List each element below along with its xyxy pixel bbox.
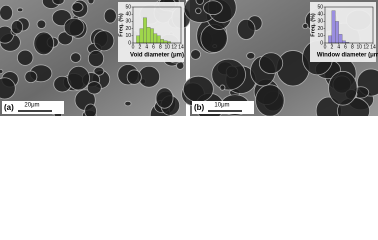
pore: [63, 17, 85, 37]
bar: [156, 35, 161, 44]
pore: [52, 0, 65, 5]
bar: [331, 10, 336, 44]
pore: [36, 19, 47, 29]
pore: [86, 81, 102, 95]
y-tick-label: 30: [125, 19, 131, 25]
y-tick-label: 10: [317, 33, 323, 39]
pore: [236, 18, 256, 40]
pore: [302, 23, 309, 30]
bar: [341, 40, 346, 44]
inset: [310, 2, 376, 62]
bar: [139, 28, 144, 44]
x-tick-label: 2: [138, 44, 141, 50]
x-tick-label: 12: [171, 44, 177, 50]
pore: [211, 58, 246, 91]
pore: [126, 69, 142, 85]
y-tick-label: 40: [317, 12, 323, 18]
panel-label: (b): [194, 103, 205, 112]
pore: [190, 49, 201, 60]
y-tick-label: 20: [317, 26, 323, 32]
x-tick-label: 14: [178, 44, 184, 50]
x-tick-label: 8: [351, 44, 354, 50]
plot-frame: [324, 6, 374, 44]
y-axis-label: Freq. (%): [310, 13, 316, 37]
y-tick-label: 50: [125, 4, 131, 10]
pore: [195, 0, 205, 5]
pore: [182, 75, 214, 103]
pore: [103, 8, 117, 24]
bar: [143, 17, 147, 44]
x-tick-label: 4: [337, 44, 340, 50]
panel-label: (a): [4, 103, 14, 112]
bar: [160, 39, 165, 44]
pore: [0, 77, 16, 100]
pore: [71, 2, 84, 13]
scale-bar-label: 20μm: [24, 103, 39, 109]
y-tick-label: 0: [320, 40, 323, 46]
x-tick-label: 0: [132, 44, 135, 50]
pore: [17, 7, 24, 13]
y-tick-label: 30: [317, 19, 323, 25]
x-tick-label: 2: [330, 44, 333, 50]
bar: [153, 33, 158, 44]
bar: [338, 34, 343, 44]
pore: [255, 84, 285, 116]
x-tick-label: 6: [344, 44, 347, 50]
x-axis-label: Window diameter (μm): [317, 53, 378, 59]
plot-frame: [132, 6, 182, 44]
bar: [328, 35, 333, 44]
bar: [335, 21, 339, 44]
pore: [0, 4, 13, 21]
pore: [246, 52, 256, 60]
x-axis-label: Void diameter (μm): [130, 53, 184, 59]
pore: [203, 0, 223, 16]
x-tick-label: 12: [363, 44, 369, 50]
x-tick-label: 4: [145, 44, 148, 50]
pore: [67, 65, 90, 91]
y-tick-label: 10: [125, 33, 131, 39]
pore: [10, 20, 24, 35]
pore: [124, 100, 132, 107]
bar: [163, 40, 168, 44]
y-tick-label: 20: [125, 26, 131, 32]
y-tick-label: 0: [128, 40, 131, 46]
bar: [149, 28, 154, 44]
pore: [24, 70, 38, 84]
pore: [328, 70, 358, 106]
pore: [16, 49, 34, 66]
y-tick-label: 50: [317, 4, 323, 10]
bar: [136, 35, 141, 44]
pore: [219, 84, 226, 91]
x-tick-label: 10: [165, 44, 171, 50]
bar: [146, 27, 151, 44]
x-tick-label: 14: [370, 44, 376, 50]
pore: [258, 52, 284, 75]
scale-bar-label: 10μm: [214, 103, 229, 109]
pore: [70, 52, 82, 63]
x-tick-label: 8: [159, 44, 162, 50]
pore: [84, 103, 97, 116]
pore: [155, 87, 174, 109]
pore: [33, 31, 55, 56]
x-tick-label: 0: [324, 44, 327, 50]
x-tick-label: 10: [357, 44, 363, 50]
pore: [93, 30, 115, 52]
y-tick-label: 40: [125, 12, 131, 18]
pore: [0, 68, 4, 75]
pore: [93, 66, 105, 76]
pore: [195, 7, 202, 15]
x-tick-label: 6: [152, 44, 155, 50]
pore: [87, 0, 95, 5]
pore: [87, 50, 105, 68]
y-axis-label: Freq. (%): [118, 13, 124, 37]
